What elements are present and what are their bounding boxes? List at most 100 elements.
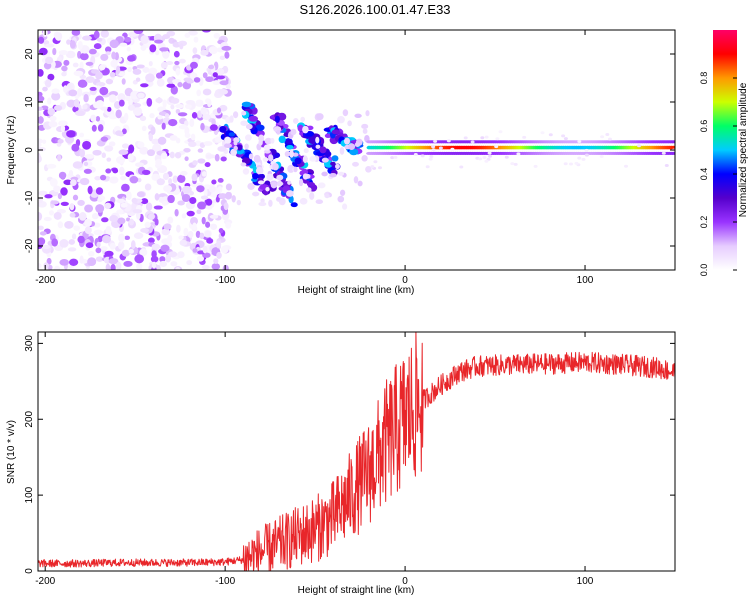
noise-speckle xyxy=(162,49,170,59)
noise-speckle xyxy=(202,252,211,258)
noise-speckle xyxy=(161,122,166,130)
noise-speckle xyxy=(127,55,136,62)
noise-speckle xyxy=(41,244,51,249)
noise-speckle xyxy=(166,83,176,88)
noise-speckle xyxy=(213,258,219,264)
noise-speckle xyxy=(48,120,58,128)
noise-speckle xyxy=(200,107,207,115)
noise-speckle xyxy=(116,198,126,204)
carrier-noise xyxy=(504,155,509,159)
background-speckle xyxy=(268,199,273,207)
noise-speckle xyxy=(175,104,184,109)
noise-speckle xyxy=(95,204,105,213)
noise-speckle xyxy=(54,265,61,270)
noise-speckle xyxy=(108,114,118,120)
noise-speckle xyxy=(120,202,128,208)
noise-speckle xyxy=(123,260,133,267)
noise-speckle xyxy=(196,89,202,97)
carrier-noise xyxy=(484,135,489,139)
noise-speckle xyxy=(79,148,86,158)
noise-speckle xyxy=(69,203,75,211)
noise-speckle xyxy=(53,211,62,220)
noise-speckle xyxy=(137,141,145,148)
noise-speckle xyxy=(179,43,184,50)
striation-speckle xyxy=(331,155,339,162)
noise-speckle xyxy=(93,43,102,50)
noise-speckle xyxy=(89,86,97,91)
carrier-noise xyxy=(599,155,604,158)
noise-speckle xyxy=(188,141,197,148)
noise-speckle xyxy=(73,225,81,231)
noise-speckle xyxy=(59,259,69,266)
background-speckle xyxy=(292,117,299,124)
noise-speckle xyxy=(208,185,216,193)
noise-speckle xyxy=(43,40,50,45)
noise-speckle xyxy=(68,239,76,245)
background-speckle xyxy=(362,128,368,134)
noise-speckle xyxy=(178,235,184,240)
noise-speckle xyxy=(167,234,173,243)
noise-speckle xyxy=(85,76,95,83)
noise-speckle xyxy=(174,208,179,217)
background-speckle xyxy=(265,186,270,192)
background-speckle xyxy=(270,137,275,144)
noise-speckle xyxy=(162,34,171,40)
striation-speckle xyxy=(290,202,298,208)
striation-speckle xyxy=(274,115,280,124)
noise-speckle xyxy=(134,254,145,264)
background-speckle xyxy=(339,146,345,155)
background-speckle xyxy=(293,166,298,173)
background-speckle xyxy=(240,120,248,126)
carrier-noise xyxy=(484,159,489,163)
noise-speckle xyxy=(184,32,191,38)
noise-speckle xyxy=(191,111,198,119)
noise-speckle xyxy=(51,238,59,247)
background-speckle xyxy=(365,110,370,117)
noise-speckle xyxy=(53,185,61,193)
noise-speckle xyxy=(110,59,118,68)
carrier-noise xyxy=(428,157,433,161)
noise-speckle xyxy=(64,220,74,229)
noise-speckle xyxy=(219,80,229,86)
carrier-noise xyxy=(600,135,605,139)
noise-speckle xyxy=(104,145,114,152)
noise-speckle xyxy=(63,179,73,186)
noise-speckle xyxy=(218,193,228,200)
background-speckle xyxy=(353,176,359,184)
background-speckle xyxy=(316,113,324,121)
carrier-noise xyxy=(664,164,669,167)
noise-speckle xyxy=(163,184,173,193)
carrier-noise xyxy=(548,133,553,137)
noise-speckle xyxy=(100,53,109,61)
noise-speckle xyxy=(105,225,112,235)
noise-speckle xyxy=(214,153,220,162)
noise-speckle xyxy=(142,66,150,73)
noise-speckle xyxy=(68,89,78,97)
noise-speckle xyxy=(47,107,56,116)
background-speckle xyxy=(270,181,278,189)
snr-panel: -200 -100 0 100 0 100 200 300 Height of straigh… xyxy=(6,331,676,596)
noise-speckle xyxy=(132,102,142,108)
background-speckle xyxy=(292,152,299,157)
noise-speckle xyxy=(144,221,151,228)
noise-speckle xyxy=(225,84,231,90)
carrier-noise xyxy=(495,137,500,141)
noise-speckle xyxy=(108,141,116,147)
background-speckle xyxy=(272,162,279,171)
background-speckle xyxy=(347,120,352,127)
noise-speckle xyxy=(127,66,132,73)
noise-speckle xyxy=(51,92,61,101)
noise-speckle xyxy=(57,139,64,144)
noise-speckle xyxy=(82,104,88,110)
carrier-noise xyxy=(605,133,610,136)
noise-speckle xyxy=(132,106,143,116)
chart-title: S126.2026.100.01.47.E33 xyxy=(299,2,450,17)
noise-speckle xyxy=(66,130,76,138)
noise-speckle xyxy=(105,263,111,270)
background-speckle xyxy=(263,149,271,154)
background-speckle xyxy=(321,171,328,177)
background-speckle xyxy=(352,161,359,167)
noise-speckle xyxy=(148,60,153,67)
